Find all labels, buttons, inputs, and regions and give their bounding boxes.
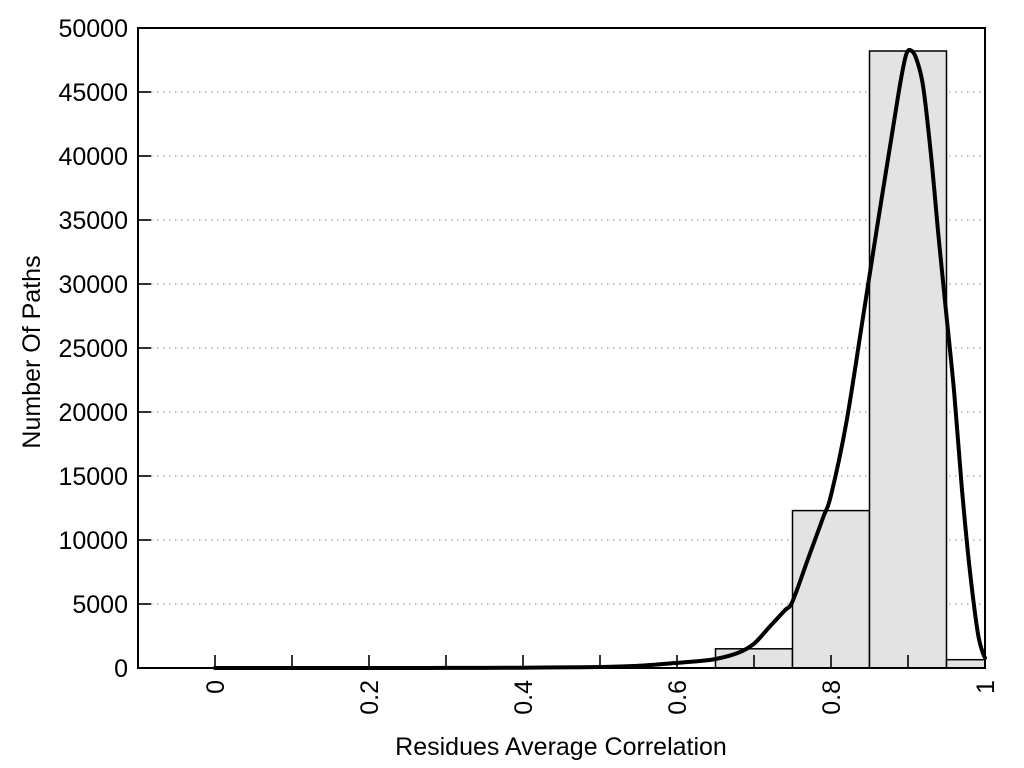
y-tick-label-25000: 25000 — [58, 335, 128, 363]
x-tick-label-0.8: 0.8 — [818, 680, 846, 715]
y-tick-label-15000: 15000 — [58, 463, 128, 491]
y-tick-label-30000: 30000 — [58, 271, 128, 299]
histogram-bar-2 — [868, 50, 948, 669]
y-tick-label-20000: 20000 — [58, 399, 128, 427]
x-axis-title: Residues Average Correlation — [395, 733, 727, 761]
x-tick-label-1: 1 — [972, 680, 1000, 694]
y-tick-label-10000: 10000 — [58, 527, 128, 555]
y-tick-label-45000: 45000 — [58, 79, 128, 107]
y-tick-label-40000: 40000 — [58, 143, 128, 171]
x-tick-label-0.4: 0.4 — [510, 680, 538, 715]
histogram-bar-1 — [791, 509, 871, 669]
histogram-bar-3 — [945, 658, 986, 669]
x-tick-label-0.2: 0.2 — [356, 680, 384, 715]
y-tick-label-35000: 35000 — [58, 207, 128, 235]
y-axis-tick-labels: 0 5000 10000 15000 20000 25000 30000 35000 40000… — [58, 15, 128, 683]
x-tick-label-0: 0 — [202, 680, 230, 694]
y-tick-label-50000: 50000 — [58, 15, 128, 43]
x-axis-tick-labels: 0 0.2 0.4 0.6 0.8 1 — [202, 680, 1000, 715]
x-axis-ticks — [214, 655, 986, 667]
histogram-bars — [714, 50, 986, 669]
y-tick-label-5000: 5000 — [72, 591, 128, 619]
y-axis-title: Number Of Paths — [18, 255, 46, 448]
x-tick-label-0.6: 0.6 — [664, 680, 692, 715]
y-axis-ticks — [139, 27, 151, 669]
y-tick-label-0: 0 — [114, 655, 128, 683]
plot-border — [137, 27, 986, 669]
